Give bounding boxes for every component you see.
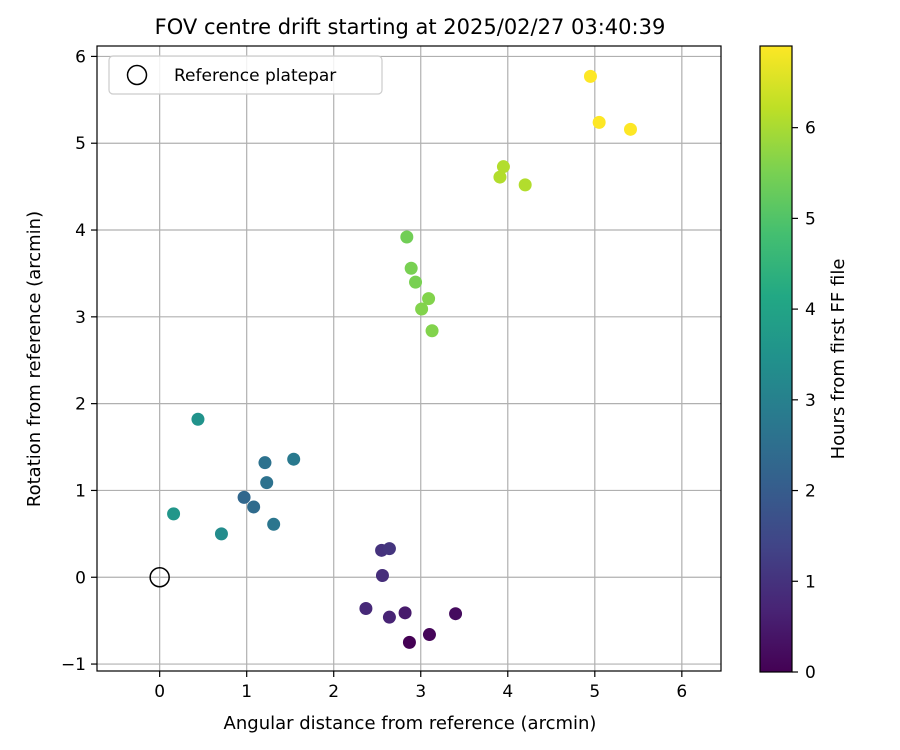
data-point (398, 606, 412, 620)
reference-marker-layer (149, 567, 170, 588)
y-tick-label: 0 (75, 568, 86, 588)
data-point (449, 607, 463, 621)
x-tick-label: 5 (589, 682, 600, 702)
x-tick-label: 3 (415, 682, 426, 702)
colorbar-tick-label: 4 (805, 300, 816, 320)
data-point (409, 275, 423, 289)
colorbar-tick-label: 3 (805, 391, 816, 411)
colorbar-tick-label: 1 (805, 572, 816, 592)
x-tick-label: 2 (328, 682, 339, 702)
legend-marker-reference-icon (126, 64, 148, 86)
colorbar-tick-label: 6 (805, 119, 816, 139)
colorbar: 0 1 2 3 4 5 6 Hours from first FF file (759, 45, 849, 683)
data-point (260, 476, 274, 490)
data-point (382, 542, 396, 556)
legend-entry-reference: Reference platepar (174, 66, 336, 86)
legend-box (108, 55, 383, 95)
colorbar-frame (759, 45, 793, 673)
data-point (496, 160, 510, 174)
y-tick-label: 4 (75, 221, 86, 241)
data-point (422, 292, 436, 306)
data-point (375, 569, 389, 583)
y-tick-label: 1 (75, 481, 86, 501)
data-point (214, 527, 228, 541)
data-point (287, 452, 301, 466)
data-point (404, 261, 418, 275)
legend: Reference platepar (108, 55, 383, 95)
x-tick-label: 4 (502, 682, 513, 702)
colorbar-gradient (760, 46, 792, 672)
data-point (623, 122, 637, 136)
data-point (425, 324, 439, 338)
grid-lines (97, 46, 721, 671)
x-axis-ticks: 0 1 2 3 4 5 6 (154, 671, 687, 702)
colorbar-tick-label: 5 (805, 209, 816, 229)
data-point (267, 517, 281, 531)
data-point (382, 610, 396, 624)
colorbar-tick-label: 0 (805, 663, 816, 683)
data-point (592, 115, 606, 129)
y-tick-label: 6 (75, 47, 86, 67)
data-point (258, 456, 272, 470)
plot-area-frame (96, 45, 722, 672)
data-point (422, 628, 436, 642)
data-point (402, 635, 416, 649)
y-tick-label: −1 (61, 655, 86, 675)
x-tick-label: 1 (241, 682, 252, 702)
data-points (167, 69, 637, 649)
data-point (359, 602, 373, 615)
x-tick-label: 0 (154, 682, 165, 702)
data-point (583, 69, 597, 83)
y-tick-label: 2 (75, 395, 86, 415)
y-axis-ticks: −1 0 1 2 3 4 5 6 (61, 47, 97, 675)
colorbar-label: Hours from first FF file (828, 259, 849, 460)
data-point (415, 302, 429, 316)
data-point (237, 490, 251, 504)
x-tick-label: 6 (676, 682, 687, 702)
y-axis-label: Rotation from reference (arcmin) (24, 211, 45, 507)
reference-platepar-marker (149, 567, 170, 588)
y-tick-label: 5 (75, 134, 86, 154)
chart-title: FOV centre drift starting at 2025/02/27 … (155, 15, 666, 39)
data-point (167, 507, 181, 521)
y-tick-label: 3 (75, 308, 86, 328)
data-point (400, 230, 414, 244)
colorbar-tick-label: 2 (805, 482, 816, 502)
data-point (191, 412, 205, 426)
data-point (247, 500, 261, 514)
data-point (518, 178, 532, 192)
x-axis-label: Angular distance from reference (arcmin) (224, 713, 597, 734)
colorbar-ticks: 0 1 2 3 4 5 6 (792, 119, 816, 683)
data-point (493, 170, 507, 184)
